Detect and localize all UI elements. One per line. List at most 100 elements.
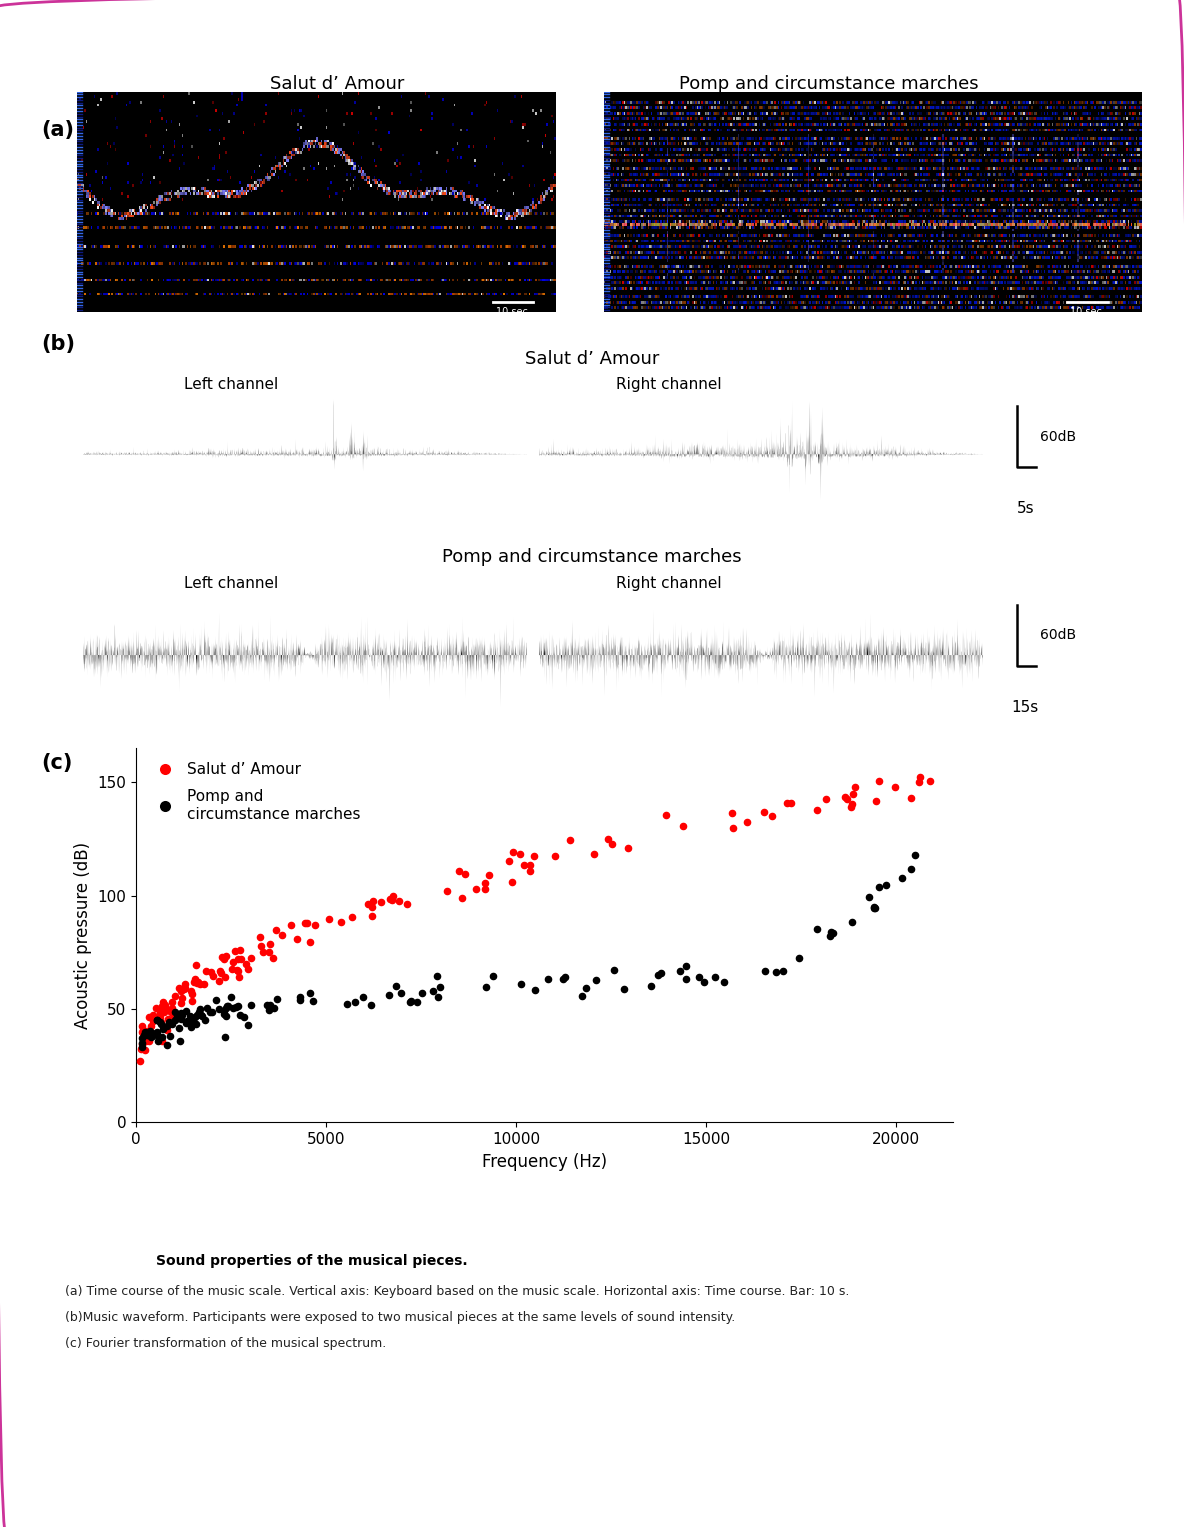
- Point: [866, 896, 884, 921]
- Point: [143, 1003, 162, 1028]
- Text: (b): (b): [41, 333, 76, 354]
- Text: (a): (a): [41, 119, 75, 140]
- Point: [842, 794, 861, 818]
- Point: [738, 809, 757, 834]
- Point: [539, 967, 558, 991]
- Point: [845, 774, 864, 799]
- Point: [260, 931, 279, 956]
- Point: [619, 835, 638, 860]
- Point: [189, 1000, 208, 1025]
- Point: [301, 930, 320, 954]
- Point: [155, 993, 174, 1017]
- Point: [141, 1020, 160, 1044]
- Point: [224, 996, 243, 1020]
- Point: [870, 875, 889, 899]
- Point: [204, 964, 223, 988]
- Point: [214, 947, 233, 971]
- Point: [843, 782, 862, 806]
- Point: [766, 959, 785, 983]
- Point: [401, 989, 420, 1014]
- Point: [143, 1023, 162, 1048]
- Point: [337, 993, 356, 1017]
- Point: [137, 1023, 156, 1048]
- Point: [706, 965, 725, 989]
- Point: [521, 854, 540, 878]
- Point: [652, 960, 671, 985]
- Point: [133, 1032, 152, 1057]
- Point: [135, 1020, 154, 1044]
- Point: [400, 989, 419, 1014]
- Point: [525, 844, 543, 869]
- Point: [824, 921, 843, 945]
- Point: [170, 1029, 189, 1054]
- Point: [187, 1012, 206, 1037]
- Text: (b)Music waveform. Participants were exposed to two musical pieces at the same l: (b)Music waveform. Participants were exp…: [65, 1312, 735, 1324]
- Point: [876, 873, 895, 898]
- Point: [191, 971, 210, 996]
- Point: [260, 997, 279, 1022]
- Point: [162, 1011, 181, 1035]
- Point: [202, 1000, 221, 1025]
- Point: [372, 889, 391, 913]
- Point: [133, 1020, 152, 1044]
- Point: [298, 912, 317, 936]
- Point: [259, 939, 278, 964]
- Point: [182, 1008, 201, 1032]
- Point: [157, 1032, 176, 1057]
- Point: [163, 996, 182, 1020]
- Point: [265, 996, 284, 1020]
- Point: [762, 803, 781, 828]
- Point: [391, 980, 410, 1005]
- Point: [229, 959, 247, 983]
- Point: [140, 1005, 159, 1029]
- Point: [781, 791, 800, 815]
- Point: [362, 895, 381, 919]
- Point: [135, 1023, 154, 1048]
- Point: [359, 892, 378, 916]
- Point: [614, 977, 633, 1002]
- Point: [210, 968, 229, 993]
- Point: [191, 997, 210, 1022]
- Point: [605, 957, 624, 982]
- Point: [821, 924, 839, 948]
- Point: [905, 843, 924, 867]
- Point: [172, 991, 191, 1015]
- Point: [214, 1002, 233, 1026]
- Point: [546, 843, 565, 867]
- Text: Salut d’ Amour: Salut d’ Amour: [525, 350, 659, 368]
- Point: [429, 985, 448, 1009]
- Point: [217, 944, 236, 968]
- Point: [754, 800, 773, 825]
- Point: [143, 1009, 162, 1034]
- Point: [198, 996, 217, 1020]
- Point: [186, 1005, 205, 1029]
- Point: [172, 1006, 191, 1031]
- Point: [390, 889, 408, 913]
- Point: [230, 938, 249, 962]
- Point: [136, 1026, 155, 1051]
- Point: [134, 1017, 153, 1041]
- Text: 60dB: 60dB: [1040, 628, 1076, 643]
- Point: [836, 785, 855, 809]
- Point: [185, 970, 204, 994]
- Point: [514, 854, 533, 878]
- Point: [384, 884, 403, 909]
- Point: [215, 1025, 234, 1049]
- Point: [148, 1025, 167, 1049]
- Point: [148, 1020, 167, 1044]
- Point: [176, 1011, 195, 1035]
- Text: Pomp and circumstance marches: Pomp and circumstance marches: [678, 75, 979, 93]
- Point: [217, 1005, 236, 1029]
- Text: Sound properties of the musical pieces.: Sound properties of the musical pieces.: [156, 1254, 468, 1269]
- Point: [295, 910, 314, 935]
- Point: [223, 956, 242, 980]
- Point: [141, 1014, 160, 1038]
- Point: [500, 849, 519, 873]
- Point: [807, 797, 826, 822]
- Point: [553, 967, 572, 991]
- Point: [677, 954, 696, 979]
- Point: [239, 1012, 258, 1037]
- Point: [268, 986, 287, 1011]
- Point: [282, 913, 301, 938]
- Point: [215, 965, 234, 989]
